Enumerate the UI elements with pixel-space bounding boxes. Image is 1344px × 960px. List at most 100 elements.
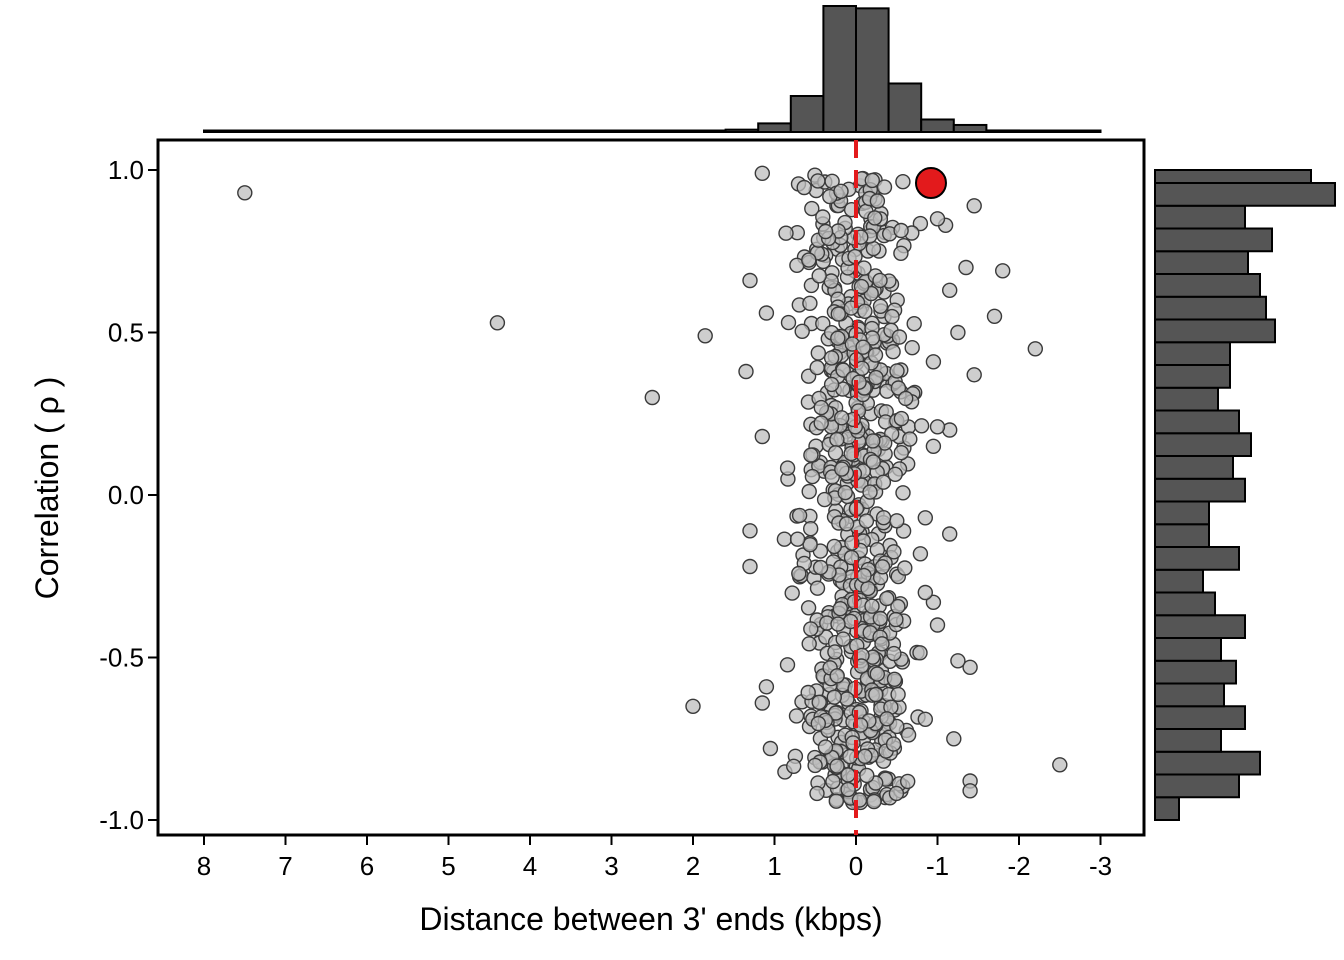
data-point (886, 544, 902, 560)
y-tick-label: 1.0 (108, 155, 144, 185)
highlight-point (914, 167, 947, 199)
data-point (817, 739, 834, 755)
data-point (800, 600, 817, 616)
data-point (864, 172, 880, 189)
data-point (884, 308, 900, 325)
top-hist-bar (985, 129, 1021, 134)
data-point (834, 410, 850, 426)
data-point (784, 585, 800, 601)
plot-frame (156, 138, 1146, 837)
data-point (869, 666, 885, 682)
data-point (966, 367, 982, 383)
right-hist-bar (1154, 250, 1249, 275)
right-hist-bar (1154, 568, 1204, 594)
data-point (803, 621, 819, 637)
data-point (902, 431, 918, 447)
scatter-points (237, 165, 1068, 811)
data-point (826, 689, 842, 705)
right-hist-bar (1154, 295, 1267, 321)
data-point (879, 711, 895, 727)
data-point (913, 418, 930, 434)
right-hist-bar (1154, 204, 1246, 230)
data-point (838, 516, 855, 532)
data-point (868, 686, 884, 703)
data-point (925, 594, 942, 610)
right-hist-bar (1154, 523, 1210, 548)
data-point (803, 447, 819, 463)
data-point (917, 510, 933, 526)
data-point (925, 438, 942, 454)
data-point (859, 767, 875, 784)
data-point (995, 263, 1011, 279)
data-point (917, 711, 933, 727)
data-point (864, 598, 880, 614)
data-point (754, 695, 770, 711)
data-point (898, 390, 914, 407)
x-tick-label: 0 (849, 851, 863, 881)
top-hist-bar (724, 128, 760, 134)
data-point (780, 314, 797, 331)
data-point (823, 350, 840, 366)
data-point (925, 354, 942, 370)
data-point (832, 601, 848, 617)
data-point (929, 211, 946, 227)
data-point (889, 513, 905, 529)
data-point (840, 781, 856, 798)
data-point (886, 671, 903, 687)
data-point (942, 526, 958, 542)
x-tick-label: 6 (360, 851, 374, 881)
data-point (890, 380, 907, 396)
data-point (865, 433, 881, 449)
top-hist-bar (1050, 129, 1086, 133)
y-axis: 1.0 0.5 0.0 -0.5 -1.0 (99, 155, 158, 835)
highlight-point-layer (914, 167, 947, 199)
data-point (887, 466, 903, 482)
data-point (829, 758, 845, 774)
right-hist-bar (1154, 341, 1231, 366)
data-point (827, 644, 843, 660)
top-hist-bar (692, 129, 727, 133)
data-point (1027, 341, 1044, 357)
data-point (815, 315, 831, 332)
data-point (950, 324, 966, 341)
data-point (489, 315, 506, 331)
data-point (804, 468, 821, 485)
data-point (912, 645, 928, 661)
data-point (855, 339, 871, 355)
data-point (962, 659, 978, 675)
right-hist-bar (1154, 477, 1246, 503)
right-hist-bar (1154, 432, 1252, 457)
data-point (779, 460, 796, 476)
data-point (826, 538, 842, 555)
data-point (776, 531, 793, 547)
top-hist-bar (463, 129, 499, 133)
data-point (895, 485, 911, 501)
data-point (835, 631, 851, 647)
data-point (874, 559, 891, 575)
data-point (791, 507, 808, 524)
data-point (237, 185, 253, 201)
data-point (837, 484, 853, 501)
data-point (830, 306, 846, 322)
data-point (800, 684, 816, 701)
x-tick-label: -1 (926, 851, 949, 881)
data-point (862, 484, 878, 500)
data-point (889, 363, 905, 379)
data-point (829, 668, 845, 684)
data-point (886, 645, 902, 662)
data-point (801, 636, 817, 652)
top-hist-bar (398, 129, 434, 133)
top-hist-bar (300, 129, 336, 133)
data-point (833, 183, 849, 200)
data-point (816, 491, 833, 508)
y-tick-label: 0.0 (108, 480, 144, 510)
data-point (738, 363, 754, 380)
data-point (794, 323, 810, 339)
data-point (644, 389, 660, 406)
data-point (829, 431, 845, 448)
right-hist-bar (1154, 705, 1246, 730)
data-point (779, 657, 796, 673)
data-point (958, 259, 974, 276)
x-tick-label: 2 (686, 851, 700, 881)
